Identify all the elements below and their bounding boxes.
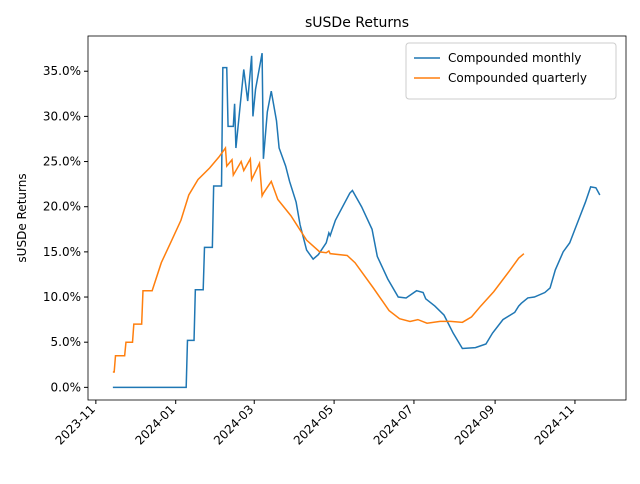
y-tick-label: 25.0% <box>43 155 81 169</box>
y-tick-label: 20.0% <box>43 200 81 214</box>
data-line <box>112 53 601 389</box>
legend-label: Compounded monthly <box>448 51 581 65</box>
y-tick-label: 5.0% <box>51 335 82 349</box>
y-tick-label: 30.0% <box>43 109 81 123</box>
y-tick-label: 0.0% <box>51 380 82 394</box>
legend: Compounded monthly Compounded quarterly <box>405 42 617 100</box>
y-tick-label: 15.0% <box>43 245 81 259</box>
legend-box <box>405 42 617 100</box>
y-axis-label: sUSDe Returns <box>15 173 29 262</box>
legend-label: Compounded quarterly <box>448 71 587 85</box>
data-line <box>112 145 525 373</box>
chart-title: sUSDe Returns <box>305 15 409 31</box>
y-tick-label: 10.0% <box>43 290 81 304</box>
y-tick-label: 35.0% <box>43 64 81 78</box>
plot-frame <box>87 35 627 401</box>
